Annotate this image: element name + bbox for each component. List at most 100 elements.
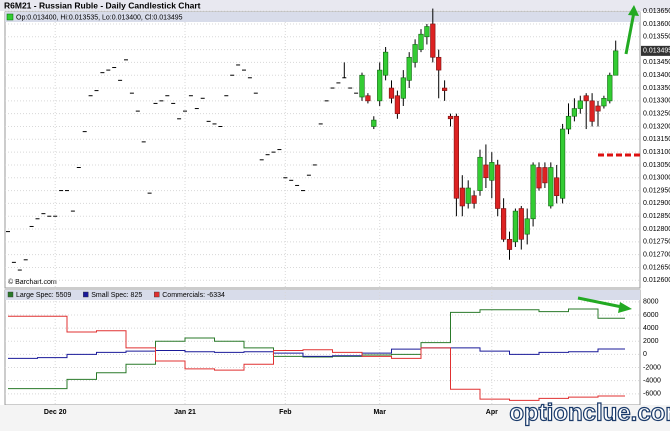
- candle-body: [565, 115, 572, 130]
- candle-body: [495, 164, 501, 209]
- candle-body: [388, 87, 395, 99]
- candle-body: [371, 119, 377, 127]
- y-tick-label: 8000: [643, 299, 659, 306]
- candle-body: [424, 26, 430, 38]
- candle-body: [583, 95, 589, 102]
- chart-title: R6M21 - Russian Ruble - Daily Candlestic…: [4, 0, 201, 10]
- watermark: optionclue.com: [509, 399, 670, 426]
- source: © Barchart.com: [8, 278, 57, 286]
- candle-body: [577, 100, 583, 109]
- candle-body: [536, 167, 542, 189]
- y-tick-label: 0.013050: [643, 162, 670, 169]
- candle-body: [530, 164, 536, 220]
- x-tick-label: Mar: [373, 409, 386, 416]
- y-tick-label: 0.012750: [643, 239, 670, 246]
- candle-body: [489, 162, 495, 181]
- candle-body: [607, 74, 613, 102]
- legend-label: Small Spec: 825: [91, 292, 142, 299]
- x-tick-label: Dec 20: [44, 409, 67, 416]
- x-tick-label: Jan 21: [174, 409, 196, 416]
- y-tick-label: 0.012650: [643, 264, 670, 271]
- candle-body: [359, 74, 365, 98]
- candle-body: [554, 177, 560, 197]
- candle-body: [524, 218, 530, 235]
- arrow-right: [577, 296, 623, 309]
- candle-body: [436, 56, 442, 71]
- plot-layer: 0.0136500.0136000.0135500.0135000.013450…: [5, 8, 670, 416]
- step-line: [8, 315, 625, 401]
- y-tick-label: 2000: [643, 338, 659, 345]
- y-tick-label: 4000: [643, 325, 659, 332]
- candle-body: [430, 23, 436, 58]
- candle-body: [471, 195, 477, 204]
- candle-body: [459, 187, 465, 207]
- candle-body: [453, 115, 460, 199]
- candle-body: [595, 105, 601, 112]
- y-tick-label: 0.013450: [643, 59, 670, 66]
- y-tick-label: 0.013150: [643, 136, 670, 143]
- y-tick-label: 0: [643, 351, 647, 358]
- y-tick-label: 6000: [643, 312, 659, 319]
- date-axis-band: [0, 405, 670, 431]
- last-price-label: 0.013495: [643, 48, 670, 55]
- y-tick-label: 0.013650: [643, 8, 670, 15]
- arrow-up: [624, 11, 636, 55]
- candle-body: [441, 87, 448, 91]
- candle-body: [571, 108, 577, 117]
- y-tick-label: 0.013250: [643, 111, 670, 118]
- candle-body: [365, 95, 371, 102]
- candle-body: [394, 95, 401, 114]
- candle-body: [518, 208, 524, 240]
- y-tick-label: 0.013300: [643, 98, 670, 105]
- y-tick-label: -2000: [643, 364, 661, 371]
- ohlc-icon: [6, 13, 14, 21]
- candle-body: [483, 164, 489, 179]
- candle-body: [412, 44, 418, 63]
- legend-label: Large Spec: 5509: [16, 292, 71, 299]
- last-price-box: [641, 45, 670, 56]
- title-bar: [0, 0, 670, 11]
- y-tick-label: 0.013350: [643, 85, 670, 92]
- y-tick-label: -6000: [643, 391, 661, 398]
- arrow-up-head: [628, 5, 639, 16]
- arrow-right-head: [618, 302, 632, 313]
- ohlc-label: Op:0.013400, Hi:0.013535, Lo:0.013400, C…: [16, 14, 183, 21]
- y-tick-label: 0.012700: [643, 252, 670, 259]
- candle-body: [512, 210, 518, 243]
- candle-body: [382, 51, 389, 76]
- candle-body: [589, 100, 595, 122]
- y-tick-label: 0.013600: [643, 21, 670, 28]
- candle-body: [406, 56, 412, 81]
- legend-swatch: [154, 291, 160, 298]
- y-tick-label: 0.013000: [643, 175, 670, 182]
- step-line: [8, 308, 625, 390]
- x-tick-label: Apr: [486, 409, 498, 416]
- candle-body: [477, 156, 483, 191]
- y-tick-label: 0.013100: [643, 149, 670, 156]
- candle-body: [542, 167, 548, 184]
- candle-body: [613, 50, 619, 76]
- y-tick-label: 0.012800: [643, 226, 670, 233]
- candle-body: [465, 187, 471, 204]
- candle-body: [418, 33, 424, 50]
- candle-body: [548, 167, 554, 207]
- ohlc-band: [5, 12, 640, 22]
- candle-body: [559, 128, 566, 199]
- legend-swatch: [7, 291, 14, 298]
- y-tick-label: 0.012900: [643, 200, 670, 207]
- candle-body: [377, 69, 383, 102]
- legend-swatch: [83, 291, 89, 298]
- cot-legend-band: [5, 290, 640, 300]
- y-tick-label: 0.012850: [643, 213, 670, 220]
- y-tick-label: 0.013550: [643, 34, 670, 41]
- y-tick-label: 0.012950: [643, 187, 670, 194]
- y-tick-label: 0.013400: [643, 72, 670, 79]
- step-line: [8, 347, 625, 359]
- candle-body: [447, 115, 454, 120]
- x-tick-label: Feb: [279, 409, 291, 416]
- candle-body: [601, 97, 607, 107]
- candle-body: [400, 77, 406, 99]
- y-tick-label: -4000: [643, 378, 661, 385]
